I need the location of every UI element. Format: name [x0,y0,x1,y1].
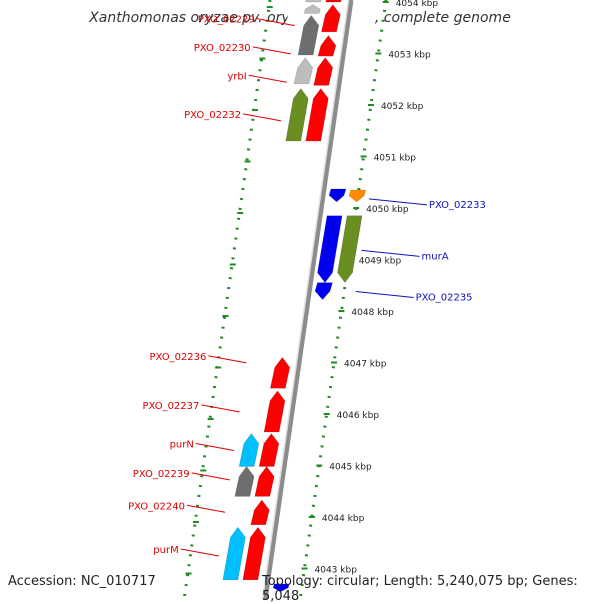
tick-label: 4053 kbp [388,51,431,61]
gene-label: PXO_02239 [133,469,190,480]
cds-arrow [272,583,290,592]
gene-label: PXO_02230 [194,43,251,54]
gene-label: purN [170,439,194,450]
cds-arrow [254,466,275,497]
gene-label: PXO_02232 [184,110,241,121]
gene-arrow [285,88,309,142]
gene-arrow [337,215,363,284]
gene-arrow [293,57,314,85]
leader-line [355,291,414,299]
tick-label: 4054 kbp [396,0,439,9]
genome-band [204,0,378,600]
gene-arrow [222,526,246,581]
gene-arrow [305,0,322,3]
cds-arrow [242,526,266,581]
accession-text: Accession: NC_010717 [8,574,156,589]
gene-arrow [234,466,255,497]
gene-label: PXO_02229 [198,15,255,26]
tick-label: 4052 kbp [381,102,424,112]
tick-label: 4047 kbp [344,360,387,370]
tick-label: 4048 kbp [351,308,394,318]
gene-arrow [297,14,320,56]
genome-backbone-highlight [261,0,350,600]
leader-line [248,74,287,83]
tick-label: 4050 kbp [366,205,409,215]
leader-line [368,198,427,206]
cds-arrow [325,0,342,3]
gene-label: murA [422,251,449,262]
cds-arrow [317,215,343,284]
gene-label: PXO_02237 [142,401,199,412]
leader-line [180,548,219,557]
gene-label: PXO_02233 [429,200,486,211]
tick-label: 4049 kbp [359,257,402,267]
leader-line [186,504,226,513]
inner-right-ring [298,0,388,600]
leader-line [252,46,291,55]
leader-line [361,249,420,257]
cds-arrow [321,4,341,33]
tick-label: 4046 kbp [337,411,380,421]
cds-arrow [317,35,337,57]
tick-label: 4043 kbp [315,566,358,576]
leader-line [243,113,282,122]
leader-line [208,355,247,364]
cds-arrow [270,356,291,389]
cds-arrow [263,390,286,433]
cds-arrow [328,188,347,203]
genome-backbone [262,0,354,600]
cds-arrow [305,88,329,142]
leader-line [201,404,240,413]
cds-arrow [250,499,270,525]
gene-label: PXO_02235 [416,293,473,304]
leader-line [191,472,230,481]
gene-label: purM [153,545,178,556]
cds-arrow [313,57,334,86]
leader-line [256,18,295,27]
gene-label: yrbI [227,71,246,82]
outer-left-ring [182,0,272,600]
gene-label: PXO_02236 [149,352,206,363]
gene-label: PXO_02240 [128,501,185,512]
leader-line [195,442,234,451]
tick-label: 4045 kbp [329,463,372,473]
tick-label: 4051 kbp [374,154,417,164]
gene-arrow [303,4,321,14]
cds-arrow [314,282,333,301]
tick-label: 4044 kbp [322,514,365,524]
gene-arrow [348,189,367,203]
